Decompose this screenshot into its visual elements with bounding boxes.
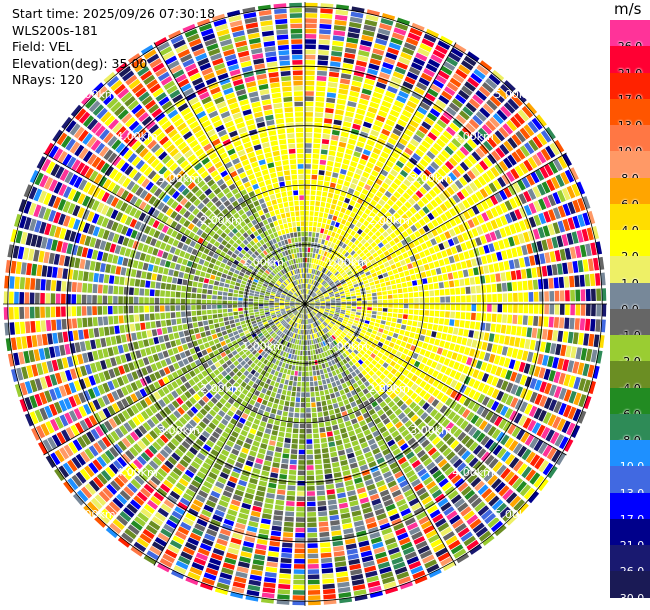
ppi-gate-group: [21, 19, 602, 590]
azimuth-spoke: [43, 152, 306, 305]
range-ring-label: 4.00km: [116, 130, 158, 143]
ppi-gate-group: [4, 15, 606, 605]
colorbar-segment: -30.0: [610, 571, 650, 605]
azimuth-spoke: [304, 152, 567, 305]
start-time-text: Start time: 2025/09/26 07:30:18: [12, 6, 216, 21]
range-ring-label: 2.00km: [368, 214, 410, 227]
colorbar-segment: 8.0: [610, 151, 650, 185]
range-ring-label: 3.00km: [410, 172, 452, 185]
range-ring-label: 5.00km: [494, 88, 536, 101]
range-ring-label: 3.00km: [158, 424, 200, 437]
azimuth-spoke: [153, 303, 306, 566]
velocity-colorbar: 26.021.017.013.010.08.06.04.02.01.00.0-1…: [610, 20, 650, 605]
ppi-gate-group: [14, 7, 591, 604]
azimuth-spoke: [304, 303, 457, 566]
colorbar-segment: 1.0: [610, 256, 650, 290]
azimuth-spoke: [304, 42, 457, 305]
colorbar-segment: 2.0: [610, 230, 650, 263]
range-ring-label: 2.00km: [368, 382, 410, 395]
colorbar-segment: 13.0: [610, 98, 650, 132]
range-ring-label: 5.00km: [494, 508, 536, 521]
range-ring-label: 5.00km: [74, 88, 116, 101]
range-ring-label: 3.00km: [410, 424, 452, 437]
range-ring-label: 5.00km: [74, 508, 116, 521]
range-ring-label: 2.00km: [200, 382, 242, 395]
colorbar-segment: -1.0: [610, 308, 650, 342]
azimuth-spoke: [304, 303, 567, 456]
colorbar-segment: 21.0: [610, 46, 650, 80]
colorbar-segment: -4.0: [610, 361, 650, 395]
range-ring-label: 3.00km: [158, 172, 200, 185]
range-ring-label: 1.00km: [242, 256, 284, 269]
range-ring-label: 4.00km: [452, 130, 494, 143]
colorbar-segment: 26.0: [610, 20, 650, 53]
range-ring-label: 4.00km: [452, 466, 494, 479]
colorbar-segment: -21.0: [610, 518, 650, 552]
range-ring-label: 4.00km: [116, 466, 158, 479]
colorbar-unit-label: m/s: [614, 0, 642, 18]
ppi-velocity-display: 1.00km 1.00km 1.00km 1.00km 2.00km 2.00km 2.00…: [3, 2, 607, 606]
colorbar-segment: -2.0: [610, 335, 650, 368]
range-ring-label: 1.00km: [326, 256, 368, 269]
range-label-layer: 1.00km 1.00km 1.00km 1.00km 2.00km 2.00km 2.00…: [74, 88, 536, 521]
colorbar-segment: -17.0: [610, 492, 650, 526]
colorbar-segment: 6.0: [610, 177, 650, 211]
colorbar-segment: 17.0: [610, 72, 650, 106]
nrays-text: NRays: 120: [12, 72, 84, 87]
instrument-text: WLS200s-181: [12, 22, 98, 38]
colorbar-segment: 10.0: [610, 125, 650, 158]
elevation-text: Elevation(deg): 35.00: [12, 55, 148, 71]
scan-info-block: Start time: 2025/09/26 07:30:18 WLS200s-…: [12, 6, 215, 89]
range-ring-label: 2.00km: [200, 214, 242, 227]
colorbar-tick-label: -30.0: [615, 591, 645, 605]
field-text: Field: VEL: [12, 39, 73, 54]
azimuth-spoke: [153, 42, 306, 305]
colorbar-segment: 4.0: [610, 203, 650, 237]
colorbar-segment: -26.0: [610, 545, 650, 578]
azimuth-spoke: [43, 303, 306, 456]
range-ring-label: 1.00km: [242, 340, 284, 353]
colorbar-segment: 0.0: [610, 282, 650, 316]
colorbar-segment: -10.0: [610, 440, 650, 473]
colorbar-segment: -8.0: [610, 413, 650, 447]
colorbar-segment: -13.0: [610, 466, 650, 500]
range-ring-label: 1.00km: [326, 340, 368, 353]
colorbar-segment: -6.0: [610, 387, 650, 421]
azimuth-spoke-layer: [3, 2, 607, 606]
